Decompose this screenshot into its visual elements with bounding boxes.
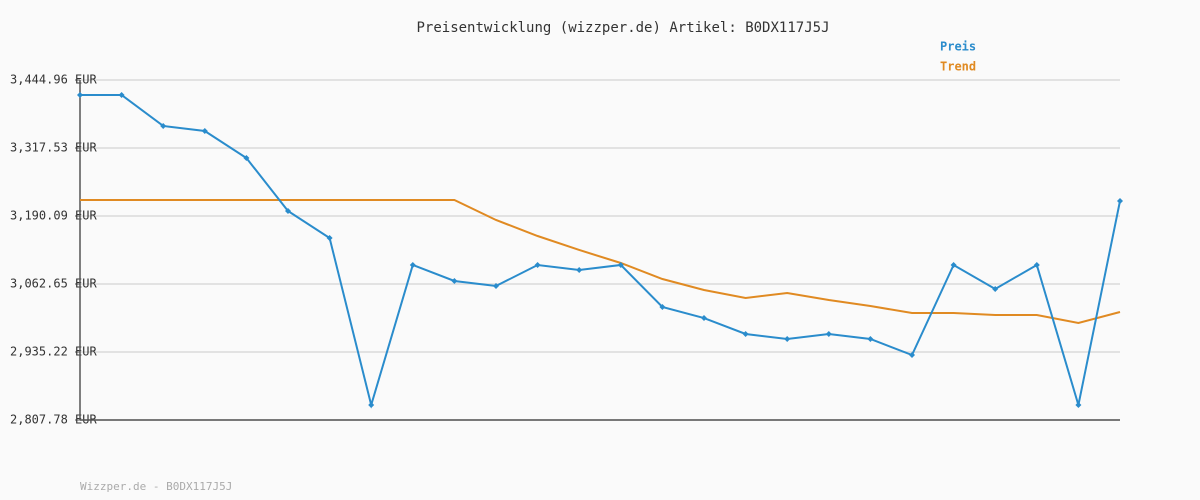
point [534,261,541,268]
point [368,401,375,408]
point [493,283,499,290]
point [201,127,208,134]
point [950,261,957,268]
point [409,261,416,268]
point [784,335,791,342]
legend-label: Trend [940,60,976,74]
line-series [80,198,1121,325]
y-tick-label: 3,190.09 EUR [10,208,97,222]
point [160,122,167,129]
point [867,335,874,342]
point [77,91,83,98]
point [451,277,458,284]
y-tick-label: 3,317.53 EUR [10,140,97,154]
y-tick-label: 2,935.22 EUR [10,344,97,358]
point [118,91,125,98]
chart-title: Preisentwicklung (wizzper.de) Artikel: B… [416,20,829,36]
y-tick-label: 2,807.78 EUR [10,413,97,427]
point [326,234,333,241]
line-series [80,93,1121,409]
point [701,315,707,322]
point [909,351,915,358]
point [576,266,583,273]
point [1117,197,1123,204]
point [285,207,291,214]
y-tick-label: 3,062.65 EUR [10,277,97,291]
point [1033,261,1040,268]
point [617,261,624,268]
point [243,154,250,161]
point [742,330,749,337]
y-tick-label: 3,444.96 EUR [10,73,97,87]
point [992,285,999,292]
point [1075,401,1082,408]
footer: Wizzper.de - B0DX117J5J [80,480,232,493]
legend-label: Preis [940,40,976,54]
point [659,303,666,310]
point [825,330,832,337]
